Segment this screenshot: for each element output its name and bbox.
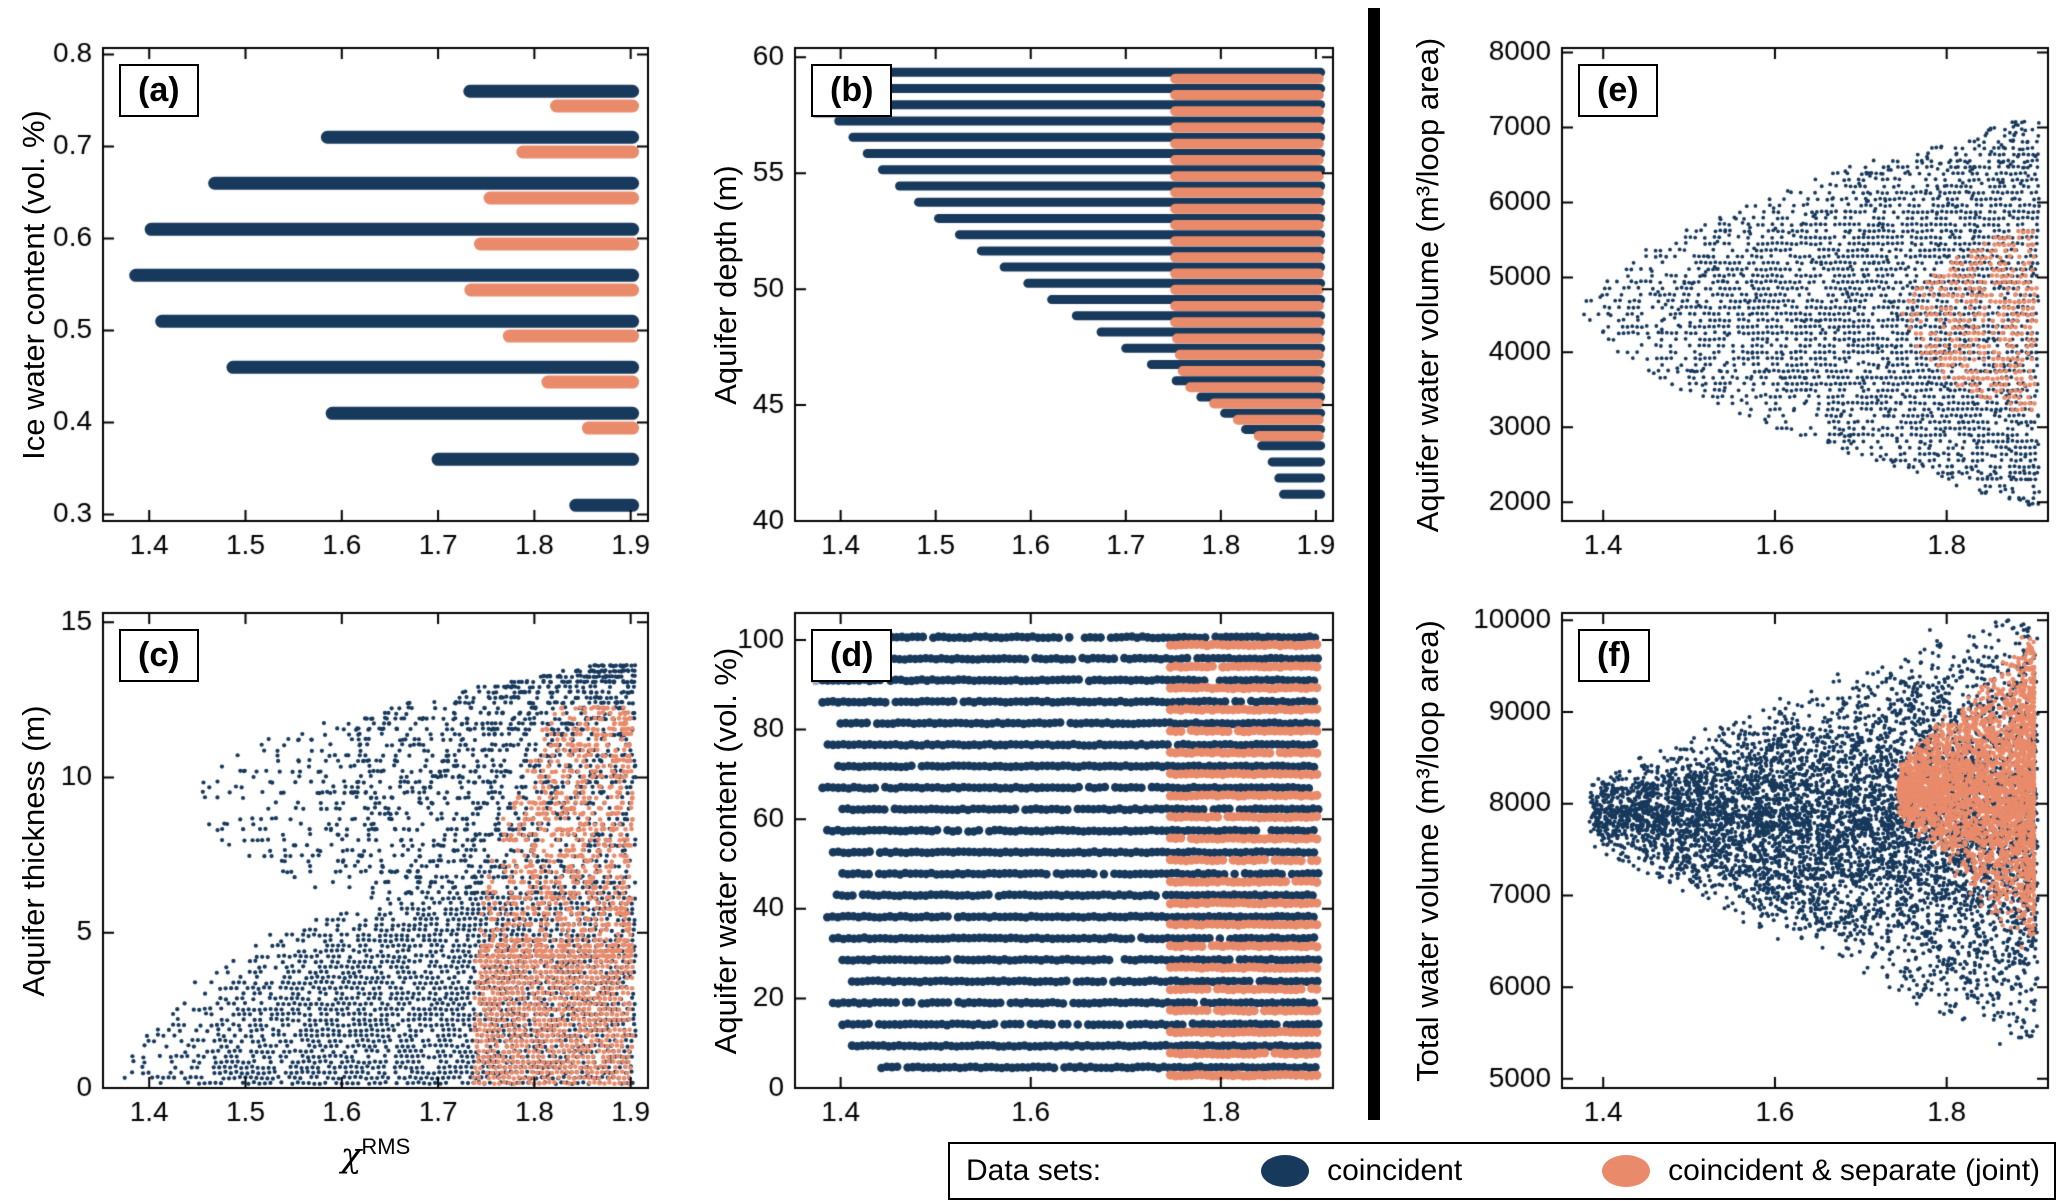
panel-label-a: (a) [119, 64, 199, 117]
column-divider [1368, 8, 1380, 1120]
x-axis-label: χRMS [341, 1134, 411, 1175]
ylabel-panel-d: Aquifer water content (vol. %) [708, 647, 743, 1054]
ylabel-panel-f: Total water volume (m³/loop area) [1410, 619, 1445, 1082]
legend-marker-coincident [1261, 1155, 1310, 1187]
panel-label-f: (f) [1578, 629, 1650, 682]
legend: Data sets: coincident coincident & separ… [948, 1142, 2056, 1200]
panel-label-e: (e) [1578, 64, 1658, 117]
legend-title: Data sets: [966, 1154, 1102, 1187]
legend-label-joint: coincident & separate (joint) [1668, 1154, 2041, 1187]
panel-label-d: (d) [811, 629, 893, 682]
chi-superscript: RMS [361, 1134, 411, 1159]
ylabel-panel-e: Aquifer water volume (m³/loop area) [1410, 37, 1445, 532]
panel-label-b: (b) [811, 64, 893, 117]
panel-label-c: (c) [119, 629, 199, 682]
ylabel-panel-a: Ice water content (vol. %) [16, 109, 51, 460]
ylabel-panel-b: Aquifer depth (m) [708, 164, 743, 405]
legend-marker-joint [1602, 1155, 1651, 1187]
ylabel-panel-c: Aquifer thickness (m) [16, 704, 51, 997]
legend-label-coincident: coincident [1327, 1154, 1463, 1187]
chi-symbol: χ [340, 1135, 362, 1176]
